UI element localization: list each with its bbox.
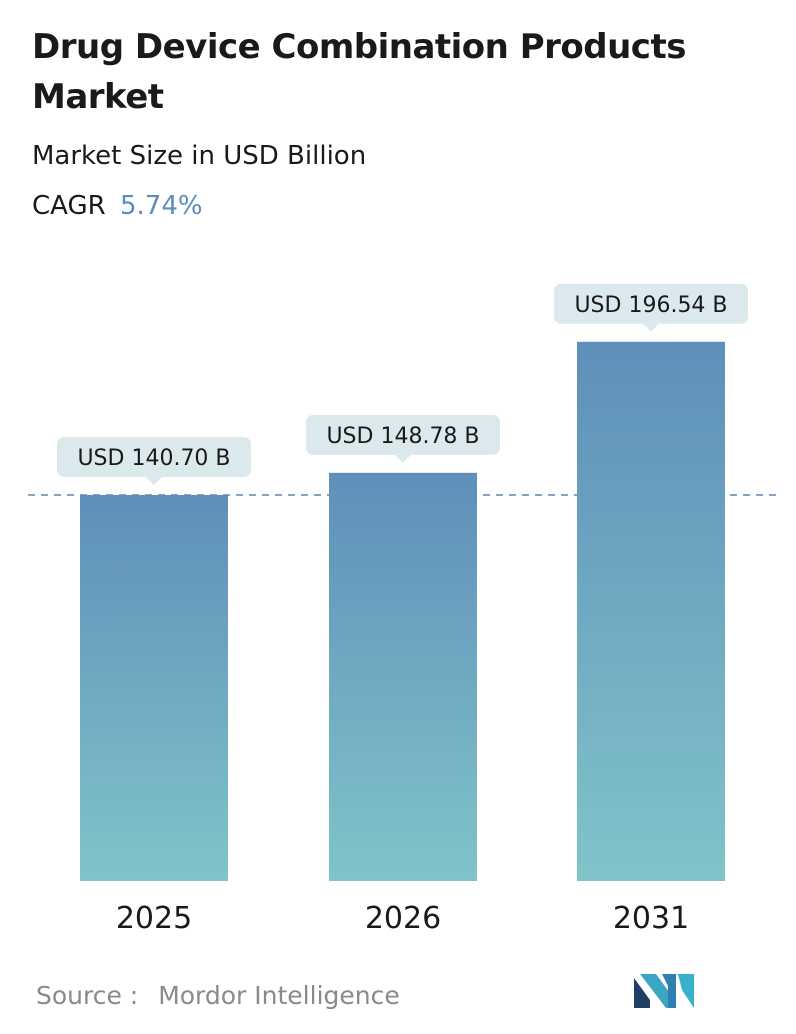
callout-pointer (643, 323, 659, 332)
value-callout-2031: USD 196.54 B (554, 283, 748, 332)
callout-pointer (395, 454, 411, 463)
cagr-label: CAGR (32, 191, 106, 221)
x-tick-label: 2026 (365, 901, 441, 936)
source-label: Source : (36, 981, 139, 1010)
source-name: Mordor Intelligence (158, 981, 400, 1010)
data-label: USD 140.70 B (77, 446, 230, 471)
cagr-value: 5.74% (119, 191, 203, 221)
bar-chart: USD 140.70 B 2025 USD 148.78 B 2026 USD 196.… (28, 283, 782, 936)
data-label: USD 148.78 B (326, 424, 479, 449)
callout-box (554, 283, 748, 324)
callout-pointer (146, 477, 162, 485)
x-tick-label: 2025 (116, 901, 192, 936)
value-callout-2025: USD 140.70 B (57, 437, 251, 485)
mordor-intelligence-logo (634, 974, 694, 1008)
callout-box (57, 437, 251, 477)
chart-title: Drug Device Combination Products Market (32, 27, 686, 117)
bar-2025 (80, 495, 228, 881)
source-credit: Source : Mordor Intelligence (36, 978, 400, 1014)
bar-2031 (577, 341, 725, 881)
bar-2026 (329, 472, 477, 881)
data-label: USD 196.54 B (574, 293, 727, 318)
cagr-row: CAGR 5.74% (32, 188, 203, 224)
value-callout-2026: USD 148.78 B (306, 414, 500, 463)
callout-box (306, 414, 500, 455)
x-tick-label: 2031 (613, 901, 689, 936)
chart-subtitle: Market Size in USD Billion (32, 141, 367, 171)
